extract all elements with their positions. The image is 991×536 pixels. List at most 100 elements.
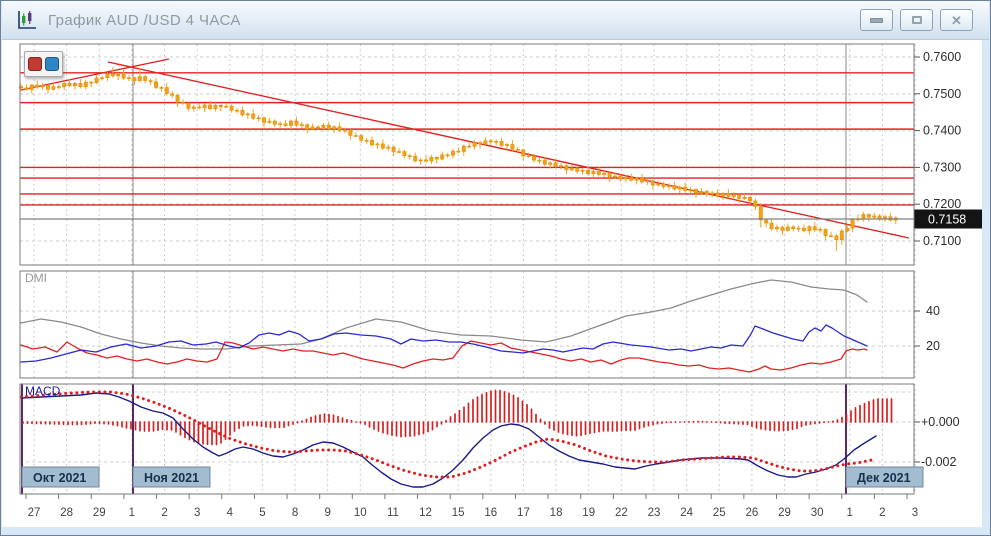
date-axis-label: 22: [615, 507, 628, 519]
minimize-icon: [870, 17, 883, 23]
window-frame-right: [982, 39, 989, 534]
candle: [661, 183, 666, 187]
ascending-trendline[interactable]: [20, 58, 170, 91]
candle: [445, 154, 450, 157]
close-button[interactable]: ✕: [940, 9, 973, 31]
dmi-axis-label: 40: [926, 304, 940, 318]
candle: [402, 151, 407, 157]
main-panel-background[interactable]: [20, 44, 914, 265]
candle: [364, 139, 369, 142]
candle: [877, 215, 882, 219]
candle: [229, 105, 234, 111]
date-axis-label: 16: [484, 507, 497, 519]
candle: [154, 81, 158, 88]
window-frame-bottom: [2, 527, 989, 534]
candle: [451, 150, 455, 156]
candle: [267, 120, 272, 123]
candle: [440, 154, 445, 160]
candle: [586, 170, 590, 175]
candle: [337, 126, 342, 131]
candle: [116, 73, 121, 77]
candle: [461, 145, 466, 152]
candle: [181, 102, 185, 104]
candle: [769, 222, 774, 230]
candle: [35, 84, 40, 88]
month-label: Ноя 2021: [144, 471, 199, 485]
macd-histogram: [22, 389, 893, 446]
date-axis-label: 9: [324, 507, 330, 519]
candle: [850, 219, 855, 229]
candle: [629, 177, 634, 181]
candle: [515, 149, 520, 151]
candle: [812, 226, 817, 231]
candle: [164, 87, 169, 95]
candle: [613, 175, 617, 178]
candle: [721, 193, 725, 197]
candle: [218, 104, 223, 107]
candle: [24, 87, 29, 90]
price-axis-label: 0.7600: [923, 50, 961, 64]
candle: [823, 229, 828, 236]
candle: [688, 189, 693, 191]
date-axis-label: 27: [28, 507, 41, 519]
date-axis-label: 12: [419, 507, 432, 519]
dmi-minus-di-line-red: [20, 340, 868, 373]
candle: [883, 216, 887, 219]
candle: [796, 227, 801, 230]
month-label: Дек 2021: [857, 471, 911, 485]
macd-axis-label: -0.002: [921, 455, 956, 469]
dmi-panel-background: [20, 271, 914, 378]
candle: [235, 109, 239, 112]
date-axis-label: 4: [227, 507, 234, 519]
descending-trendline[interactable]: [107, 61, 910, 239]
blue-marker-button[interactable]: [45, 57, 59, 71]
candle: [51, 86, 56, 90]
minimize-button[interactable]: [860, 9, 893, 31]
candle: [245, 113, 250, 116]
candle: [359, 135, 364, 141]
candle: [564, 165, 569, 171]
candle: [213, 104, 218, 109]
candle: [100, 77, 104, 79]
candle: [731, 194, 736, 197]
candle: [683, 186, 688, 191]
candle: [456, 150, 461, 153]
candle: [748, 197, 752, 202]
candle: [46, 85, 50, 90]
candle: [186, 103, 191, 109]
candle: [618, 175, 623, 180]
candle: [424, 159, 428, 162]
candle: [575, 168, 580, 172]
candle: [667, 185, 671, 187]
candle: [127, 77, 131, 80]
date-axis-label: 8: [292, 507, 298, 519]
candle: [742, 197, 747, 199]
candle: [872, 215, 877, 218]
candle: [472, 142, 477, 147]
candle: [866, 214, 871, 218]
date-axis-label: 26: [745, 507, 758, 519]
candle: [380, 143, 385, 149]
candle: [299, 124, 304, 126]
dmi-panel-label: DMI: [25, 271, 47, 285]
price-axis-label: 0.7100: [923, 234, 961, 248]
candle: [650, 180, 655, 186]
candle: [580, 170, 585, 172]
candle: [148, 80, 153, 83]
candle: [105, 73, 110, 78]
candle: [283, 123, 288, 126]
candle: [294, 120, 299, 126]
red-marker-button[interactable]: [28, 57, 42, 71]
candle: [19, 86, 23, 89]
restore-button[interactable]: [900, 9, 933, 31]
candle: [418, 159, 423, 162]
candle: [656, 183, 661, 186]
candle: [704, 191, 709, 195]
price-axis-label: 0.7500: [923, 87, 961, 101]
candle: [542, 159, 547, 165]
date-axis-label: 17: [517, 507, 530, 519]
candle: [208, 104, 212, 109]
price-axis-label: 0.7300: [923, 160, 961, 174]
candle: [251, 113, 256, 119]
